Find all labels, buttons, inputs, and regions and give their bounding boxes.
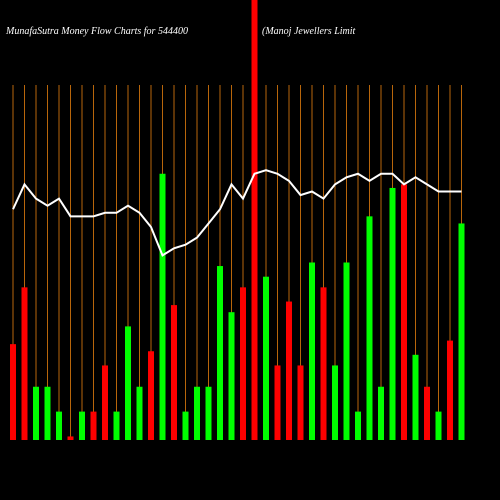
bar	[67, 436, 74, 440]
bar	[217, 266, 223, 440]
bar	[44, 386, 51, 440]
bar	[297, 365, 304, 440]
bar	[309, 262, 315, 440]
bar	[447, 340, 453, 440]
bar	[366, 216, 373, 440]
bar	[228, 312, 235, 440]
bar	[90, 411, 97, 440]
bar	[274, 365, 281, 440]
bar	[251, 0, 258, 441]
chart-subtitle: (Manoj Jewellers Limit	[262, 26, 356, 37]
bar	[171, 305, 177, 440]
bar	[424, 386, 430, 440]
bar	[458, 223, 465, 440]
bar	[125, 326, 131, 440]
bar	[33, 386, 39, 440]
bar	[332, 365, 338, 440]
bar	[21, 287, 28, 440]
bar	[389, 187, 396, 440]
bar	[240, 287, 246, 440]
bar	[343, 262, 350, 440]
bar	[159, 173, 166, 440]
bar	[378, 386, 384, 440]
bar	[435, 411, 442, 440]
bar	[102, 365, 108, 440]
bar	[263, 276, 269, 440]
bar	[205, 386, 212, 440]
bar	[113, 411, 120, 440]
bar	[412, 354, 419, 440]
bar	[148, 351, 154, 440]
bar	[79, 411, 85, 440]
bar	[401, 184, 407, 440]
bar	[136, 386, 143, 440]
bar	[56, 411, 62, 440]
bar	[286, 301, 292, 440]
money-flow-line	[12, 169, 462, 257]
bar	[182, 411, 189, 440]
bar	[320, 287, 327, 440]
bar	[355, 411, 361, 440]
chart-title: MunafaSutra Money Flow Charts for 544400	[5, 26, 188, 37]
bar	[10, 344, 16, 440]
bar	[194, 386, 200, 440]
